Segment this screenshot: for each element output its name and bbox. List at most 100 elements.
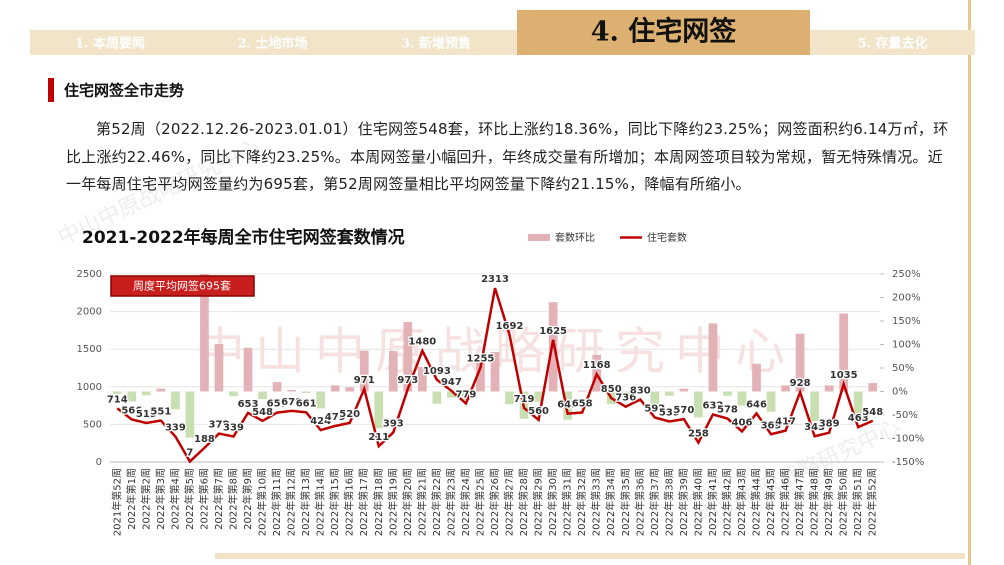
data-label: 679 (281, 397, 302, 408)
bar (708, 323, 718, 392)
x-tick-label: 2022年第30周 (546, 468, 559, 536)
data-label: 1035 (830, 370, 858, 381)
data-label: 971 (354, 375, 375, 386)
y-tick-label: 2500 (77, 269, 102, 280)
x-tick-label: 2022年第17周 (357, 468, 370, 536)
data-label: 566 (121, 405, 142, 416)
x-tick-label: 2022年第25周 (473, 468, 486, 536)
x-tick-label: 2022年第47周 (793, 468, 806, 536)
data-label: 560 (528, 406, 549, 417)
bar (403, 321, 413, 392)
line (116, 287, 874, 464)
bar (301, 391, 311, 393)
bar (766, 391, 776, 412)
bar (447, 391, 456, 398)
y2-tick-label: 200% (892, 293, 921, 304)
x-tick-label: 2022年第45周 (764, 468, 777, 536)
data-label: 646 (746, 399, 767, 410)
x-tick-label: 2022年第49周 (822, 468, 835, 536)
data-label: 657 (267, 399, 288, 410)
bar (287, 390, 296, 392)
x-tick-label: 2022年第23周 (444, 468, 457, 536)
y-tick-label: 500 (83, 419, 102, 430)
data-label: 658 (572, 399, 593, 410)
bar (258, 391, 267, 400)
bar (853, 391, 863, 418)
data-label: 479 (325, 412, 346, 423)
data-label: 736 (615, 393, 636, 404)
x-tick-label: 2022年第35周 (619, 468, 632, 536)
bar (752, 363, 761, 392)
bar (679, 388, 689, 392)
tab (810, 30, 975, 55)
bar (723, 391, 732, 396)
data-label: 188 (194, 434, 215, 445)
legend-label: 套数环比 (555, 231, 595, 244)
data-label: 378 (209, 420, 230, 431)
bar (868, 383, 878, 392)
y-tick-label: 1500 (77, 344, 102, 355)
data-label: 632 (702, 400, 723, 411)
x-tick-label: 2022年第13周 (299, 468, 312, 536)
x-tick-label: 2022年第10周 (256, 468, 269, 536)
bar (200, 274, 209, 392)
data-label: 1255 (467, 354, 495, 365)
x-tick-label: 2022年第50周 (837, 468, 850, 536)
data-label: 1168 (583, 360, 611, 371)
bar (490, 352, 500, 392)
x-tick-label: 2022年第8周 (226, 468, 239, 530)
data-label: 551 (150, 407, 171, 418)
y-tick-label: 2000 (77, 307, 102, 318)
bar (577, 390, 587, 392)
x-tick-label: 2022年第19周 (386, 468, 399, 536)
y2-tick-label: -50% (892, 410, 918, 421)
annotation: 周度平均网签695套 (133, 279, 231, 293)
x-tick-label: 2022年第29周 (532, 468, 545, 536)
x-tick-label: 2022年第14周 (314, 468, 327, 536)
x-tick-label: 2022年第15周 (328, 468, 341, 536)
tab-label: 2. 土地市场 (237, 36, 307, 52)
x-tick-label: 2022年第27周 (503, 468, 516, 536)
data-label: 850 (601, 384, 622, 395)
y-tick-label: 1000 (77, 382, 102, 393)
x-tick-label: 2022年第40周 (691, 468, 704, 536)
bar (563, 391, 572, 420)
bar (330, 385, 340, 392)
bar (345, 387, 355, 392)
x-tick-label: 2022年第6周 (197, 468, 210, 530)
data-label: 519 (136, 409, 157, 420)
data-label: 343 (804, 422, 825, 433)
x-tick-label: 2022年第26周 (488, 468, 501, 536)
x-tick-label: 2022年第3周 (154, 468, 167, 530)
data-label: 369 (761, 420, 782, 431)
bar (694, 391, 703, 418)
bar (272, 382, 282, 392)
data-label: 661 (296, 398, 317, 409)
data-label: 258 (688, 429, 709, 440)
x-tick-label: 2022年第48周 (808, 468, 821, 536)
active-tab (517, 10, 810, 55)
bar (185, 391, 195, 438)
x-tick-label: 2022年第41周 (706, 468, 719, 536)
x-tick-label: 2022年第9周 (241, 468, 254, 530)
y2-tick-label: 250% (892, 269, 921, 280)
bar (635, 385, 645, 392)
x-tick-label: 2022年第42周 (720, 468, 733, 536)
x-tick-label: 2022年第52周 (866, 468, 879, 536)
bar (781, 385, 790, 392)
x-tick-label: 2022年第44周 (750, 468, 763, 536)
bar (548, 302, 558, 392)
x-tick-label: 2022年第22周 (430, 468, 443, 536)
bar (824, 385, 834, 392)
chart-title: 2021-2022年每周全市住宅网签套数情况 (82, 227, 405, 248)
y2-tick-label: 0% (892, 387, 908, 398)
data-label: 592 (644, 403, 665, 414)
bottom-rule (215, 553, 965, 559)
tab-label: 3. 新增预售 (401, 36, 471, 52)
data-label: 570 (673, 405, 694, 416)
tab-label: 1. 本周要闻 (75, 36, 145, 52)
x-tick-label: 2022年第2周 (139, 468, 152, 530)
data-label: 1625 (539, 326, 567, 337)
y-tick-label: 0 (96, 457, 102, 468)
bar (505, 391, 514, 405)
